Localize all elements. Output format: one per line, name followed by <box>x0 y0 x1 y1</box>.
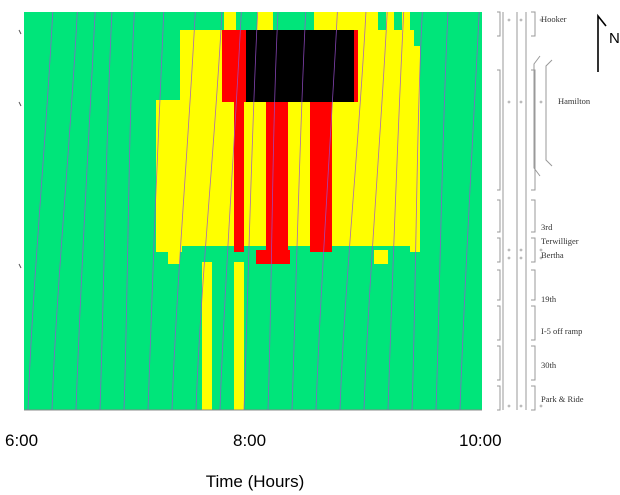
station-marker <box>519 100 523 104</box>
segment-bracket <box>497 269 501 301</box>
x-tick-label: 6:00 <box>5 431 39 450</box>
trajectory-line <box>411 12 423 410</box>
y-tick <box>18 29 22 35</box>
segment-bracket <box>497 305 501 341</box>
congested-region <box>234 100 244 252</box>
location-label-hooker: Hooker <box>541 14 567 24</box>
trajectory-line <box>435 12 449 410</box>
x-axis-label: Time (Hours) <box>205 472 305 491</box>
hamilton-bracket <box>545 59 553 167</box>
slowing-region <box>410 46 420 252</box>
slowing-region <box>234 262 244 410</box>
segment-bracket <box>497 69 501 191</box>
trajectory-line <box>51 12 78 410</box>
segment-bracket <box>531 69 536 191</box>
trajectory-line <box>484 12 509 410</box>
location-label-30th: 30th <box>541 360 557 370</box>
slowing-region <box>224 12 236 32</box>
trajectory-line <box>4 12 22 410</box>
heatmap-cells <box>24 12 482 411</box>
trajectory-line <box>267 12 279 410</box>
x-tick-label: 8:00 <box>233 431 267 450</box>
congested-region <box>310 100 332 252</box>
hamilton-bracket <box>533 55 541 177</box>
slowing-region <box>168 250 180 264</box>
segment-bracket <box>497 199 501 233</box>
station-marker <box>507 256 511 260</box>
y-tick <box>18 101 22 107</box>
segment-bracket <box>497 237 501 263</box>
slowing-region <box>402 12 410 32</box>
station-marker <box>507 100 511 104</box>
trajectory-line <box>195 12 223 410</box>
station-marker <box>539 248 543 252</box>
station-marker <box>539 18 543 22</box>
slowing-region <box>314 12 378 32</box>
segment-bracket <box>531 11 536 37</box>
segment-bracket <box>531 345 536 381</box>
slowing-region <box>257 12 273 32</box>
segment-bracket <box>531 237 536 263</box>
station-marker <box>507 248 511 252</box>
north-arrow-icon <box>597 13 607 72</box>
station-marker <box>539 404 543 408</box>
station-marker <box>539 256 543 260</box>
location-label-bertha: Bertha <box>541 250 564 260</box>
stopped-region <box>246 30 354 102</box>
trajectory-line <box>99 12 113 410</box>
station-marker <box>519 248 523 252</box>
location-label-19th: 19th <box>541 294 557 304</box>
segment-bracket <box>497 11 501 37</box>
trajectory-line <box>171 12 196 410</box>
location-label-park-and-ride: Park & Ride <box>541 394 584 404</box>
station-marker <box>519 18 523 22</box>
vehicle-trajectories <box>4 12 567 410</box>
trajectory-line <box>387 12 405 410</box>
segment-bracket <box>531 305 536 341</box>
location-label-terwilliger: Terwilliger <box>541 236 579 246</box>
corridor-diagram <box>497 11 553 411</box>
station-marker <box>507 404 511 408</box>
trajectory-line <box>147 12 165 410</box>
trajectory-line <box>75 12 96 410</box>
trajectory-line <box>556 12 567 410</box>
x-tick-label: 10:00 <box>459 431 502 450</box>
slowing-region <box>374 250 388 264</box>
station-marker <box>519 404 523 408</box>
station-marker <box>519 256 523 260</box>
location-label-3rd: 3rd <box>541 222 553 232</box>
segment-bracket <box>497 345 501 381</box>
congested-region <box>256 250 290 264</box>
slowing-region <box>156 100 182 252</box>
trajectory-line <box>339 12 367 410</box>
trajectory-line <box>459 12 480 410</box>
location-label-i5-off-ramp: I-5 off ramp <box>541 326 583 336</box>
trajectory-line <box>123 12 135 410</box>
segment-bracket <box>497 385 501 411</box>
trajectory-line <box>291 12 307 410</box>
trajectory-line <box>363 12 388 410</box>
segment-bracket <box>531 385 536 411</box>
trajectory-line <box>219 12 242 410</box>
y-tick <box>18 263 22 269</box>
station-marker <box>539 100 543 104</box>
slowing-region <box>386 12 394 32</box>
trajectory-line <box>508 12 533 410</box>
north-label: N <box>609 30 620 47</box>
congested-region <box>266 100 288 252</box>
slowing-region <box>202 262 212 410</box>
station-marker <box>507 18 511 22</box>
segment-bracket <box>531 269 536 301</box>
segment-bracket <box>531 199 536 233</box>
trajectory-line <box>243 12 259 410</box>
trajectory-line <box>315 12 338 410</box>
trajectory-line <box>27 12 54 410</box>
location-label-hamilton: Hamilton <box>558 96 591 106</box>
axis-ticks <box>18 29 22 269</box>
